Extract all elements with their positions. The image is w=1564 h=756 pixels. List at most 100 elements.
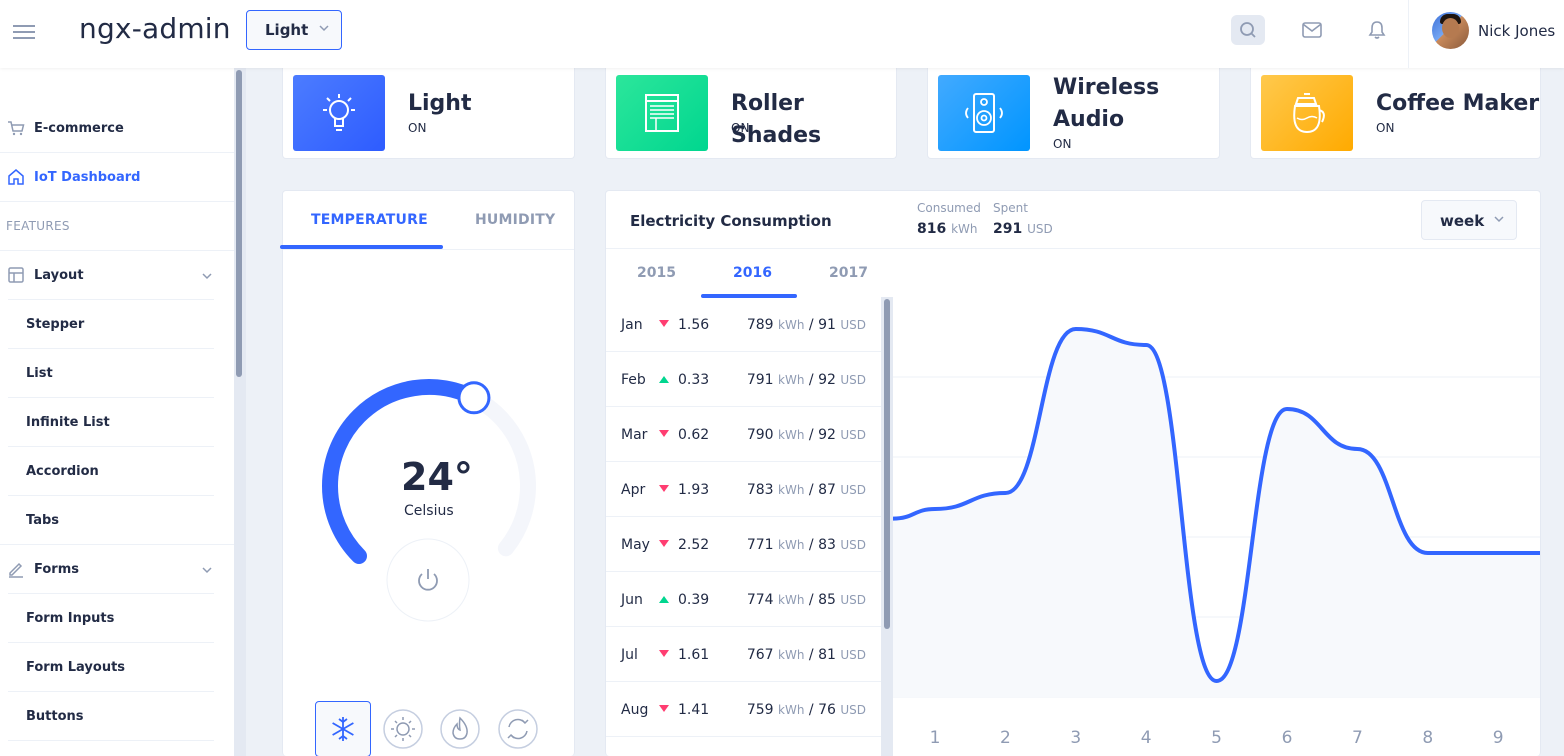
snowflake-icon <box>332 717 354 741</box>
spent-value: 291 USD <box>993 221 1053 237</box>
month-values: 791 kWh / 92 USD <box>746 372 866 388</box>
month-usd: 83 <box>818 537 836 553</box>
avatar[interactable] <box>1432 12 1469 49</box>
list-scrollbar-thumb[interactable] <box>884 299 890 629</box>
month-delta: 0.39 <box>678 592 710 608</box>
menu-toggle-icon[interactable] <box>13 21 37 41</box>
divider <box>0 544 234 545</box>
sidebar-scrollbar-thumb[interactable] <box>236 70 242 377</box>
x-tick-label: 4 <box>1141 728 1152 748</box>
month-row[interactable]: Apr 1.93 783 kWh / 87 USD <box>606 462 881 517</box>
sidebar-item-buttons[interactable]: Buttons <box>0 691 234 740</box>
month-row[interactable]: Jun 0.39 774 kWh / 85 USD <box>606 572 881 627</box>
x-tick-label: 1 <box>930 728 941 748</box>
month-row[interactable]: Aug 1.41 759 kWh / 76 USD <box>606 682 881 737</box>
spent-label: Spent <box>993 201 1028 215</box>
mode-heat-button[interactable] <box>432 701 488 756</box>
x-tick-label: 5 <box>1211 728 1222 748</box>
month-label: Mar <box>621 427 648 443</box>
temperature-dial[interactable] <box>283 331 576 651</box>
device-card-wireless-audio[interactable]: Wireless Audio ON <box>927 68 1220 159</box>
arrow-up-icon <box>659 596 669 603</box>
device-title: Light <box>408 91 472 116</box>
usd-unit: USD <box>840 483 866 497</box>
period-select-value: week <box>1440 212 1485 230</box>
month-label: Aug <box>621 702 649 718</box>
month-label: Apr <box>621 482 646 498</box>
chevron-down-icon <box>1494 216 1504 223</box>
sidebar-item-iot-dashboard[interactable]: IoT Dashboard <box>0 152 234 201</box>
tab-active-indicator <box>701 294 797 298</box>
sidebar-item-form-inputs[interactable]: Form Inputs <box>0 593 234 642</box>
usd-unit: USD <box>840 373 866 387</box>
dial-handle[interactable] <box>457 381 491 415</box>
consumed-number: 816 <box>917 221 947 237</box>
mode-cool-button[interactable] <box>315 701 371 756</box>
app-title[interactable]: ngx-admin <box>79 12 231 45</box>
device-status: ON <box>1376 121 1395 135</box>
sidebar-item-forms[interactable]: Forms <box>0 544 234 593</box>
usd-unit: USD <box>840 593 866 607</box>
electricity-title: Electricity Consumption <box>630 212 832 230</box>
device-card-light[interactable]: Light ON <box>282 68 575 159</box>
tab-year-2016[interactable]: 2016 <box>733 265 772 281</box>
divider <box>8 691 214 692</box>
sidebar-item-layout[interactable]: Layout <box>0 250 234 299</box>
sidebar-item-stepper[interactable]: Stepper <box>0 299 234 348</box>
month-label: Jul <box>621 647 638 663</box>
month-row[interactable]: Mar 0.62 790 kWh / 92 USD <box>606 407 881 462</box>
month-row[interactable]: Jan 1.56 789 kWh / 91 USD <box>606 297 881 352</box>
bell-icon <box>1368 21 1386 39</box>
kwh-unit: kWh <box>778 593 805 607</box>
search-icon <box>1240 22 1256 38</box>
sidebar-item-list[interactable]: List <box>0 348 234 397</box>
sidebar-item-label: Form Layouts <box>26 660 126 675</box>
month-delta: 0.62 <box>678 427 710 443</box>
month-kwh: 783 <box>746 482 774 498</box>
tab-humidity[interactable]: HUMIDITY <box>475 212 556 228</box>
sidebar-item-form-layouts[interactable]: Form Layouts <box>0 642 234 691</box>
mail-button[interactable] <box>1295 15 1329 45</box>
sidebar-item-tabs[interactable]: Tabs <box>0 495 234 544</box>
sidebar-item-accordion[interactable]: Accordion <box>0 446 234 495</box>
month-row[interactable]: Jul 1.61 767 kWh / 81 USD <box>606 627 881 682</box>
usd-unit: USD <box>840 703 866 717</box>
tab-year-2017[interactable]: 2017 <box>829 265 868 281</box>
kwh-unit: kWh <box>778 483 805 497</box>
period-select[interactable]: week <box>1421 200 1517 240</box>
search-button[interactable] <box>1231 15 1265 45</box>
theme-select[interactable]: Light <box>246 10 342 50</box>
tab-year-2015[interactable]: 2015 <box>637 265 676 281</box>
month-kwh: 791 <box>746 372 774 388</box>
consumption-chart: 1 2 3 4 5 6 7 8 9 <box>893 326 1540 748</box>
sidebar-item-ecommerce[interactable]: E-commerce <box>0 103 234 152</box>
month-values: 774 kWh / 85 USD <box>746 592 866 608</box>
month-values: 759 kWh / 76 USD <box>746 702 866 718</box>
mode-auto-button[interactable] <box>490 701 546 756</box>
kwh-unit: kWh <box>778 703 805 717</box>
sidebar-item-infinite-list[interactable]: Infinite List <box>0 397 234 446</box>
month-row[interactable]: May 2.52 771 kWh / 83 USD <box>606 517 881 572</box>
month-delta: 2.52 <box>678 537 710 553</box>
shopping-cart-icon <box>8 121 25 136</box>
month-kwh: 771 <box>746 537 774 553</box>
arrow-down-icon <box>659 705 669 712</box>
month-kwh: 759 <box>746 702 774 718</box>
device-title: Coffee Maker <box>1376 91 1540 116</box>
notifications-button[interactable] <box>1360 15 1394 45</box>
divider <box>8 740 214 741</box>
user-name[interactable]: Nick Jones <box>1478 22 1556 40</box>
consumed-label: Consumed <box>917 201 981 215</box>
device-card-roller-shades[interactable]: Roller Shades ON <box>605 68 897 159</box>
device-card-coffee-maker[interactable]: Coffee Maker ON <box>1250 68 1541 159</box>
tab-temperature[interactable]: TEMPERATURE <box>311 212 428 228</box>
series-area <box>893 329 1540 697</box>
spent-number: 291 <box>993 221 1023 237</box>
power-button[interactable] <box>386 538 470 622</box>
month-row[interactable]: Feb 0.33 791 kWh / 92 USD <box>606 352 881 407</box>
month-values: 783 kWh / 87 USD <box>746 482 866 498</box>
header-divider <box>1408 0 1409 68</box>
kwh-unit: kWh <box>778 648 805 662</box>
month-usd: 91 <box>818 317 836 333</box>
mode-warm-button[interactable] <box>375 701 431 756</box>
